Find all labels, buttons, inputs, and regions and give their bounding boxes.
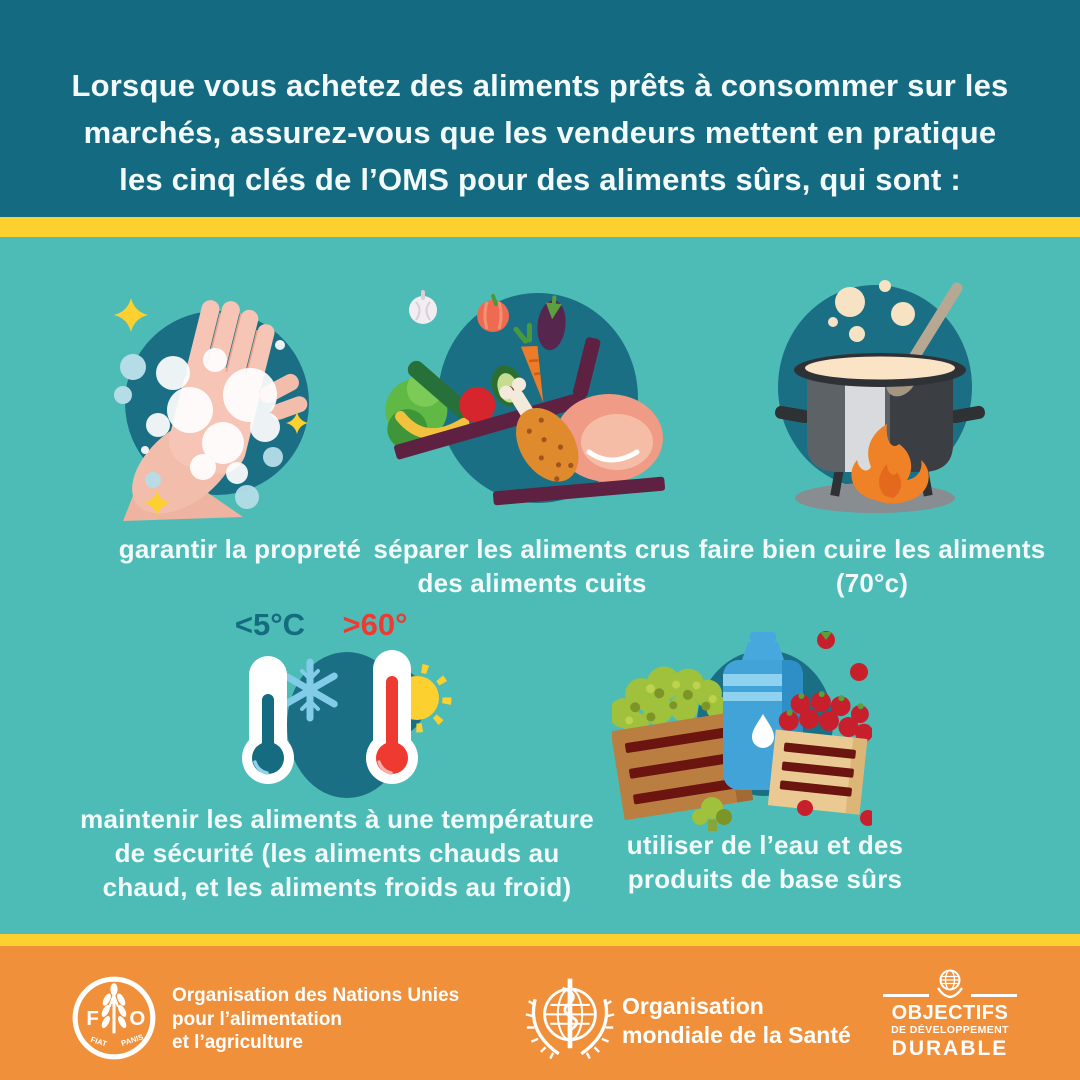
fao-name: Organisation des Nations Unies pour l’ali… bbox=[172, 985, 460, 1053]
raw-vs-cooked-trays-icon bbox=[385, 290, 666, 506]
svg-text:A: A bbox=[108, 993, 120, 1011]
cold-temperature-label: <5°C bbox=[234, 607, 306, 642]
thermometers-icon bbox=[242, 650, 452, 798]
svg-text:FIAT: FIAT bbox=[90, 1035, 109, 1049]
sparkle-icon bbox=[114, 298, 308, 516]
header-text: Lorsque vous achetez des aliments prêts … bbox=[71, 68, 1009, 197]
caption-cleanliness: garantir la propreté bbox=[118, 534, 362, 564]
caption-cook: faire bien cuire les aliments (70°c) bbox=[698, 534, 1046, 598]
who-logo-icon bbox=[525, 978, 615, 1060]
cooking-pot-icon bbox=[775, 280, 985, 513]
content-area: garantir la propreté bbox=[0, 237, 1080, 934]
un-emblem-icon bbox=[883, 969, 1017, 999]
washing-hands-icon bbox=[114, 298, 309, 521]
footer-band: F A O FIAT PANIS A Organisation des Nati… bbox=[0, 946, 1080, 1080]
sdg-logo: OBJECTIFS DE DÉVELOPPEMENT DURABLE bbox=[875, 966, 1025, 1060]
caption-temperature: maintenir les aliments à une température… bbox=[80, 804, 594, 902]
svg-text:O: O bbox=[129, 1007, 145, 1030]
sdg-line-1: OBJECTIFS bbox=[891, 1002, 1009, 1024]
caption-separate: séparer les aliments crus des aliments cu… bbox=[373, 534, 691, 598]
caption-safe-water: utiliser de l’eau et des produits de base… bbox=[626, 830, 904, 894]
sdg-line-3: DURABLE bbox=[891, 1037, 1009, 1060]
svg-text:F: F bbox=[86, 1007, 98, 1030]
fao-logo-icon: F A O FIAT PANIS A bbox=[72, 976, 156, 1060]
hot-temperature-label: >60° bbox=[342, 607, 408, 642]
top-divider bbox=[0, 217, 1080, 237]
bottom-divider bbox=[0, 934, 1080, 946]
who-name: Organisation mondiale de la Santé bbox=[622, 993, 851, 1048]
sdg-line-2: DE DÉVELOPPEMENT bbox=[891, 1024, 1009, 1036]
safe-water-and-produce-icon bbox=[612, 631, 872, 831]
header-band: Lorsque vous achetez des aliments prêts … bbox=[0, 0, 1080, 217]
